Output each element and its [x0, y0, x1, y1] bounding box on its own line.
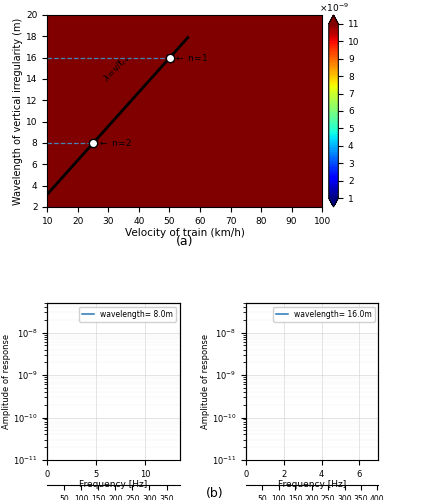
X-axis label: Frequency [Hz]: Frequency [Hz]: [80, 480, 147, 489]
Y-axis label: Amplitude of response: Amplitude of response: [201, 334, 210, 429]
Text: $\lambda$=v/f$_{cv}$: $\lambda$=v/f$_{cv}$: [101, 51, 134, 84]
X-axis label: Velocity of train (km/h): Velocity of train (km/h): [125, 228, 245, 238]
Text: $\leftarrow$ n=2: $\leftarrow$ n=2: [98, 138, 132, 148]
Y-axis label: Wavelength of vertical irregularity (m): Wavelength of vertical irregularity (m): [13, 18, 23, 204]
PathPatch shape: [329, 15, 338, 24]
X-axis label: Frequency [Hz]: Frequency [Hz]: [278, 480, 346, 489]
Legend: wavelength= 16.0m: wavelength= 16.0m: [273, 307, 375, 322]
Text: (a): (a): [176, 236, 194, 248]
Text: $\leftarrow$ n=1: $\leftarrow$ n=1: [174, 52, 209, 63]
PathPatch shape: [329, 198, 338, 207]
Legend: wavelength= 8.0m: wavelength= 8.0m: [80, 307, 176, 322]
Text: (b): (b): [206, 488, 224, 500]
Y-axis label: Amplitude of response: Amplitude of response: [3, 334, 12, 429]
Title: $\times10^{-9}$: $\times10^{-9}$: [319, 2, 349, 14]
